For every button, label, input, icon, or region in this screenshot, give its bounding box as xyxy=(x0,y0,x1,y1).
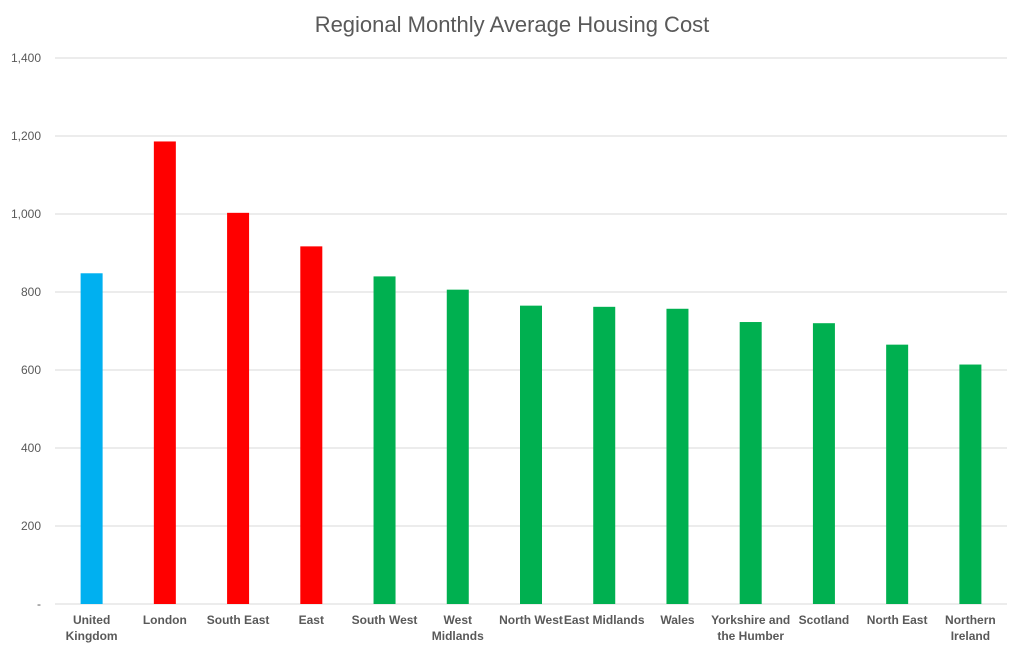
x-tick-label: the Humber xyxy=(717,629,784,643)
x-tick-label: United xyxy=(73,613,110,627)
bar xyxy=(739,322,762,604)
bar xyxy=(446,289,469,604)
x-tick-label: Kingdom xyxy=(66,629,118,643)
y-tick-label: 200 xyxy=(21,519,41,533)
x-tick-label: South East xyxy=(207,613,270,627)
x-axis: United Kingdom London South East East South W… xyxy=(66,613,996,643)
bar xyxy=(373,276,396,604)
bar xyxy=(666,308,689,604)
y-tick-label: 1,000 xyxy=(11,207,41,221)
x-tick-label: Scotland xyxy=(799,613,850,627)
y-axis: - 200 400 600 800 1,000 1,200 1,400 xyxy=(11,51,41,611)
y-tick-label: 1,200 xyxy=(11,129,41,143)
x-tick-label: North West xyxy=(499,613,563,627)
x-tick-label: Midlands xyxy=(432,629,484,643)
bar xyxy=(80,273,103,604)
x-tick-label: North East xyxy=(867,613,928,627)
y-tick-label: - xyxy=(37,597,41,611)
bars xyxy=(80,141,982,604)
y-tick-label: 600 xyxy=(21,363,41,377)
bar xyxy=(520,305,542,604)
x-tick-label: Yorkshire and xyxy=(711,613,790,627)
y-tick-label: 400 xyxy=(21,441,41,455)
bar xyxy=(593,306,616,604)
bar xyxy=(227,212,250,604)
x-tick-label: East Midlands xyxy=(564,613,645,627)
y-tick-label: 800 xyxy=(21,285,41,299)
x-tick-label: London xyxy=(143,613,187,627)
bar xyxy=(886,344,909,604)
x-tick-label: South West xyxy=(352,613,418,627)
x-tick-label: Wales xyxy=(660,613,695,627)
bar xyxy=(153,141,176,604)
bar xyxy=(300,246,323,604)
chart-title: Regional Monthly Average Housing Cost xyxy=(314,12,710,37)
x-tick-label: Northern xyxy=(945,613,996,627)
bar xyxy=(812,323,835,604)
bar xyxy=(959,364,982,604)
x-tick-label: East xyxy=(299,613,324,627)
x-tick-label: West xyxy=(444,613,472,627)
y-tick-label: 1,400 xyxy=(11,51,41,65)
x-tick-label: Ireland xyxy=(951,629,990,643)
